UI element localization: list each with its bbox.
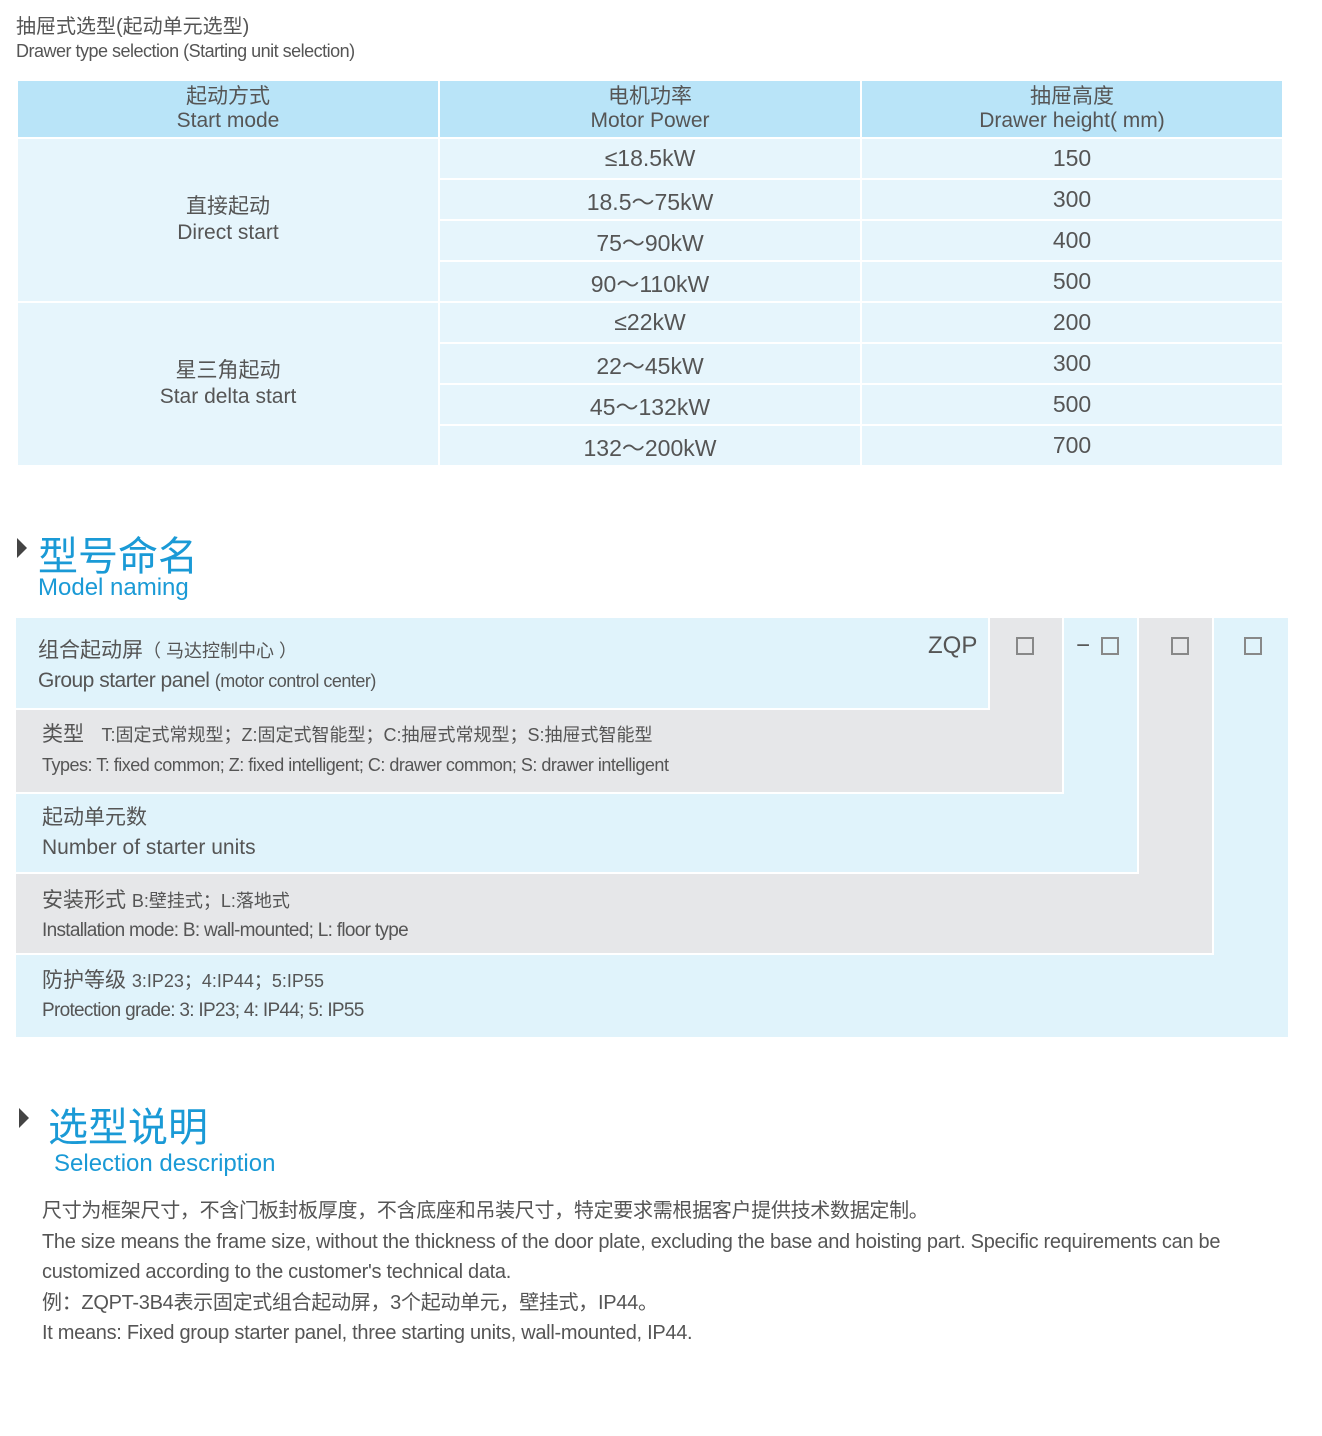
motor-power-cell: 132～200kW bbox=[438, 424, 862, 467]
drawer-selection-table: 起动方式 Start mode 电机功率 Motor Power 抽屉高度 Drawe… bbox=[16, 79, 1284, 467]
table-row: 22～45kW 300 bbox=[17, 342, 1284, 385]
drawer-height-cell: 150 bbox=[860, 137, 1284, 180]
selection-description: 尺寸为框架尺寸，不含门板封板厚度，不含底座和吊装尺寸，特定要求需根据客户提供技术… bbox=[42, 1200, 1221, 1344]
triangle-icon bbox=[17, 538, 27, 558]
row-install-text: 安装形式 B:壁挂式；L:落地式 Installation mode: B: w… bbox=[42, 889, 409, 941]
motor-power-cell: 90～110kW bbox=[438, 260, 862, 303]
drawer-height-cell: 700 bbox=[860, 424, 1284, 467]
motor-power-cell: ≤18.5kW bbox=[438, 137, 862, 180]
table-row: 90～110kW 500 bbox=[17, 260, 1284, 303]
placeholder-box-type bbox=[1016, 637, 1034, 655]
motor-power-cell: 45～132kW bbox=[438, 383, 862, 426]
block-panel bbox=[16, 618, 990, 710]
table-row: 45～132kW 500 bbox=[17, 383, 1284, 426]
table-row: 18.5～75kW 300 bbox=[17, 178, 1284, 221]
drawer-height-cell: 300 bbox=[860, 342, 1284, 385]
table-row: 直接起动 Direct start ≤18.5kW 150 bbox=[16, 137, 1284, 303]
section-title-cn: 抽屉式选型(起动单元选型) bbox=[16, 16, 250, 38]
placeholder-box-protection bbox=[1244, 637, 1262, 655]
drawer-height-cell: 200 bbox=[860, 301, 1284, 344]
section-title-en: Drawer type selection (Starting unit sel… bbox=[16, 41, 355, 61]
dash: − bbox=[1076, 632, 1091, 659]
header-drawer-height: 抽屉高度 Drawer height( mm) bbox=[860, 79, 1284, 139]
drawer-height-cell: 500 bbox=[860, 260, 1284, 303]
drawer-height-cell: 300 bbox=[860, 178, 1284, 221]
motor-power-cell: 18.5～75kW bbox=[438, 178, 862, 221]
motor-power-cell: ≤22kW bbox=[438, 301, 862, 344]
drawer-height-cell: 500 bbox=[860, 383, 1284, 426]
motor-power-cell: 75～90kW bbox=[438, 219, 862, 262]
triangle-icon bbox=[19, 1108, 29, 1128]
selection-title: 选型说明 bbox=[48, 1106, 208, 1150]
row-protection-text: 防护等级 3:IP23；4:IP44；5:IP55 Protection gra… bbox=[42, 969, 364, 1021]
header-start-mode: 起动方式 Start mode bbox=[16, 79, 440, 139]
table-row: 星三角起动 Star delta start ≤22kW 200 bbox=[16, 301, 1284, 467]
motor-power-cell: 22～45kW bbox=[438, 342, 862, 385]
placeholder-box-units bbox=[1101, 637, 1119, 655]
start-mode-cell: 直接起动 Direct start bbox=[16, 137, 440, 303]
drawer-height-cell: 400 bbox=[860, 219, 1284, 262]
model-naming-title: 型号命名 bbox=[38, 535, 198, 579]
model-naming-subtitle: Model naming bbox=[38, 574, 189, 601]
model-code: ZQP bbox=[928, 632, 978, 659]
row-panel-text: 组合起动屏（ 马达控制中心 ） Group starter panel (mot… bbox=[38, 639, 376, 692]
row-units-text: 起动单元数 Number of starter units bbox=[42, 806, 256, 859]
start-mode-cell: 星三角起动 Star delta start bbox=[16, 301, 440, 467]
table-row: 75～90kW 400 bbox=[17, 219, 1284, 262]
placeholder-box-install bbox=[1171, 637, 1189, 655]
header-motor-power: 电机功率 Motor Power bbox=[438, 79, 862, 139]
row-types-text: 类型 T:固定式常规型；Z:固定式智能型；C:抽屉式常规型；S:抽屉式智能型 T… bbox=[42, 723, 669, 775]
table-row: 132～200kW 700 bbox=[17, 424, 1284, 467]
selection-subtitle: Selection description bbox=[54, 1150, 276, 1177]
